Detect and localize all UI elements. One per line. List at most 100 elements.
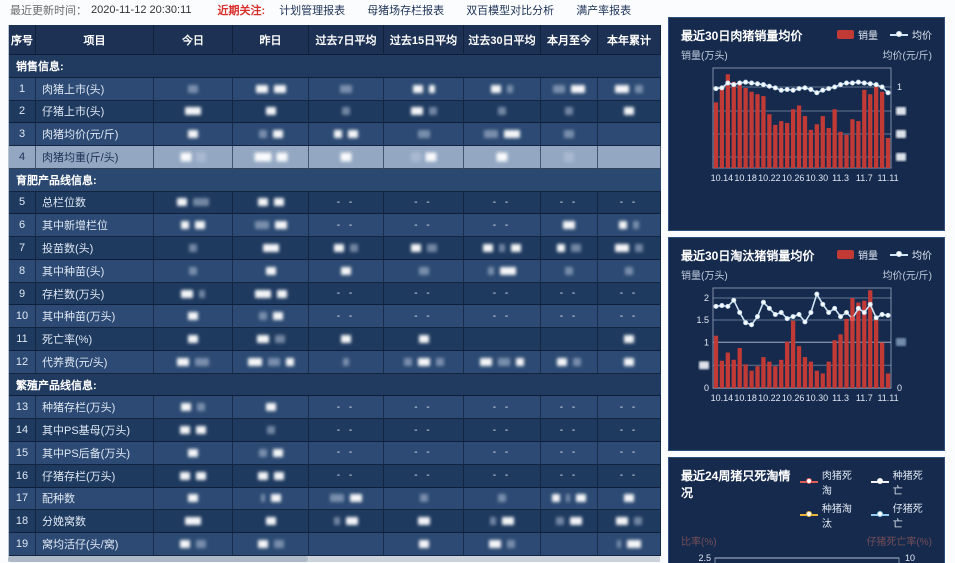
column-header: 过去15日平均: [384, 25, 464, 55]
table-cell: [598, 146, 661, 169]
redacted-dash: - -: [336, 470, 356, 482]
section-title: 销售信息:: [9, 55, 661, 78]
table-row-2[interactable]: 2 仔猪上市(头): [9, 100, 661, 124]
svg-text:0: 0: [897, 383, 902, 393]
redacted-value: [181, 289, 193, 298]
table-row-10[interactable]: 10 其中种苗(万头) - - - - - - - - - -: [9, 305, 661, 329]
chart-card-cull-sales: 最近30日淘汰猪销量均价 销量 均价 销量(万头) 均价(元/斤) 0 1 1.5 2 0 10.1…: [668, 237, 945, 451]
row-number: 5: [9, 191, 36, 215]
row-label: 其中种苗(万头): [36, 305, 154, 329]
redacted-value: [498, 107, 506, 116]
axis-labels: 销量(万头) 均价(元/斤): [681, 47, 932, 62]
table-cell: [598, 237, 661, 260]
table-cell: [384, 328, 464, 351]
report-link-2[interactable]: 母猪场存栏报表: [367, 5, 445, 17]
row-label: 肉猪上市(头): [36, 77, 154, 101]
report-link-4[interactable]: 满产率报表: [576, 5, 632, 17]
redacted-value: [633, 221, 639, 230]
bar-series-icon: [837, 30, 854, 39]
table-cell: [309, 487, 384, 511]
redacted-dash: - -: [414, 401, 433, 413]
legend-item-销量[interactable]: 销量: [837, 247, 878, 262]
legend-item-均价[interactable]: 均价: [890, 247, 932, 262]
row-label: 存栏数(万头): [36, 282, 154, 306]
legend-label: 肉猪死淘: [821, 471, 852, 497]
table-row-18[interactable]: 18 分娩窝数: [9, 510, 661, 534]
redacted-dash: - -: [492, 424, 512, 436]
table-row-16[interactable]: 16 仔猪存栏(万头) - - - - - - - - - -: [9, 464, 661, 488]
axis-labels: 销量(万头) 均价(元/斤): [681, 267, 932, 282]
redacted-dash: - -: [414, 288, 433, 300]
kpi-table: 序号 项目 今日 昨日 过去7日平均 过去15日平均 过去30日平均 本月至今 本年累计 销售信息…: [8, 25, 661, 556]
x-axis-tick: 11.3: [832, 173, 849, 183]
redacted-value: [566, 494, 570, 503]
legend-item-均价[interactable]: 均价: [890, 27, 932, 42]
table-cell: [384, 510, 464, 534]
table-cell: [384, 77, 464, 101]
table-cell: [154, 487, 233, 511]
horizontal-scrollbar[interactable]: [8, 556, 660, 562]
table-row-19[interactable]: 19 窝均活仔(头/窝): [9, 533, 661, 556]
table-row-11[interactable]: 11 死亡率(%): [9, 328, 661, 351]
table-cell: [154, 123, 233, 147]
column-header: 项目: [36, 25, 154, 55]
table-row-12[interactable]: 12 代养费(元/头): [9, 350, 661, 374]
table-row-17[interactable]: 17 配种数: [9, 487, 661, 511]
table-row-4[interactable]: 4 肉猪均重(斤/头): [9, 146, 661, 169]
table-row-15[interactable]: 15 其中PS后备(万头) - - - - - - - - - -: [9, 442, 661, 465]
redacted-value: [410, 244, 421, 252]
redacted-value: [624, 335, 634, 344]
table-cell: [309, 328, 384, 351]
report-link-1[interactable]: 计划管理报表: [279, 5, 346, 17]
report-link-3[interactable]: 双百模型对比分析: [466, 5, 555, 17]
legend-item-仔猪死亡[interactable]: 仔猪死亡: [871, 500, 932, 530]
redacted-value: [265, 107, 276, 116]
table-row-1[interactable]: 1 肉猪上市(头): [9, 77, 661, 101]
legend-item-销量[interactable]: 销量: [837, 27, 878, 42]
table-row-8[interactable]: 8 其中种苗(头): [9, 259, 661, 283]
row-label: 肉猪均价(元/斤): [36, 123, 154, 147]
x-axis-tick: 10.18: [734, 173, 757, 183]
svg-text:1.5: 1.5: [696, 315, 709, 325]
redacted-value: [616, 517, 628, 526]
column-header: 过去30日平均: [464, 25, 541, 55]
table-cell: - -: [464, 305, 541, 329]
table-cell: [233, 487, 309, 511]
column-header: 序号: [9, 25, 36, 55]
table-row-14[interactable]: 14 其中PS基母(万头) - - - - - - - - - -: [9, 419, 661, 443]
redacted-value: [617, 539, 621, 548]
legend-item-种猪淘汰[interactable]: 种猪淘汰: [800, 500, 861, 530]
redacted-value: [507, 84, 513, 93]
redacted-dash: - -: [619, 288, 639, 300]
redacted-value: [484, 130, 498, 139]
table-row-9[interactable]: 9 存栏数(万头) - - - - - - - - - -: [9, 282, 661, 306]
redacted-value: [403, 357, 412, 366]
redacted-value: [516, 357, 524, 366]
redacted-value: [270, 494, 281, 503]
table-row-3[interactable]: 3 肉猪均价(元/斤): [9, 123, 661, 147]
redacted-value: [418, 335, 429, 344]
redacted-value: [346, 517, 358, 526]
table-row-6[interactable]: 6 其中新增栏位 - - - - - -: [9, 214, 661, 238]
redacted-value: [498, 357, 510, 366]
table-row-7[interactable]: 7 投苗数(头): [9, 237, 661, 260]
redacted-value: [262, 244, 279, 252]
redacted-value: [265, 266, 276, 275]
redacted-value: [573, 357, 581, 366]
table-row-13[interactable]: 13 种猪存栏(万头) - - - - - - - - - -: [9, 396, 661, 420]
redacted-value: [196, 426, 206, 435]
row-label: 配种数: [36, 487, 154, 511]
legend-item-肉猪死淘[interactable]: 肉猪死淘: [800, 467, 861, 497]
table-cell: [233, 510, 309, 534]
scrollbar-thumb[interactable]: [8, 556, 308, 562]
table-row-5[interactable]: 5 总栏位数 - - - - - - - - - -: [9, 191, 661, 215]
table-header-row: 序号 项目 今日 昨日 过去7日平均 过去15日平均 过去30日平均 本月至今 本年累计: [9, 25, 661, 55]
redacted-dash: - -: [492, 219, 512, 231]
table-cell: [233, 533, 309, 556]
redacted-value: [181, 403, 191, 412]
redacted-value: [507, 539, 515, 548]
table-cell: [598, 100, 661, 124]
redacted-value: [350, 244, 358, 252]
legend-item-种猪死亡[interactable]: 种猪死亡: [871, 467, 932, 497]
